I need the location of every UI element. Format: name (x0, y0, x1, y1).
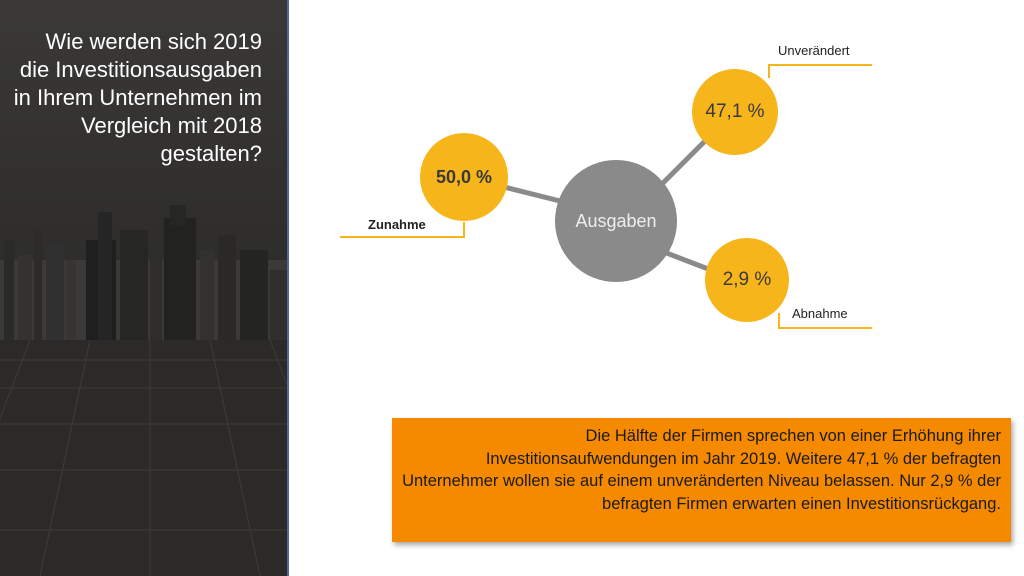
callout-unveraendert (768, 64, 872, 78)
center-node-ausgaben: Ausgaben (555, 160, 677, 282)
city-skyline-image (0, 205, 288, 350)
node-unveraendert-value: 47,1 % (692, 69, 778, 155)
summary-box: Die Hälfte der Firmen sprechen von einer… (392, 418, 1011, 542)
label-unveraendert: Unverändert (778, 43, 850, 58)
floor-tiles-image (0, 340, 288, 576)
callout-zunahme (340, 222, 465, 238)
node-zunahme-value: 50,0 % (420, 133, 508, 221)
connector-unveraendert (658, 136, 710, 188)
panel-divider (287, 0, 289, 576)
background-panel: Wie werden sich 2019 die Investitionsaus… (0, 0, 288, 576)
label-abnahme: Abnahme (792, 306, 848, 321)
node-abnahme-value: 2,9 % (705, 238, 789, 322)
label-zunahme: Zunahme (368, 217, 426, 232)
page-title: Wie werden sich 2019 die Investitionsaus… (13, 29, 262, 166)
callout-abnahme (778, 313, 872, 329)
